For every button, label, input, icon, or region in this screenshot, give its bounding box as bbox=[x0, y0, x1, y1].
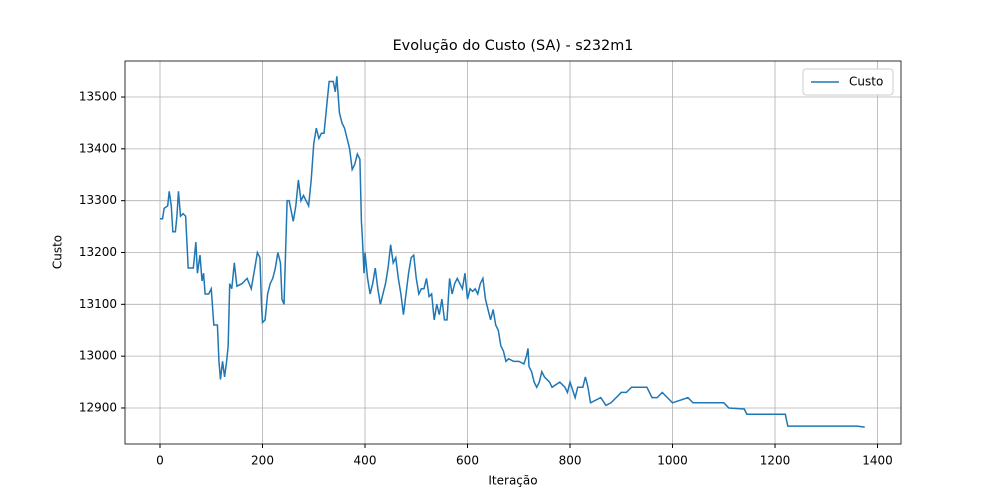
axes-frame bbox=[124, 60, 902, 445]
legend-label: Custo bbox=[849, 75, 883, 89]
y-tick-label: 13500 bbox=[79, 90, 117, 104]
x-tick-label: 1400 bbox=[862, 454, 893, 468]
y-tick-label: 13200 bbox=[79, 245, 117, 259]
x-tick-label: 1000 bbox=[657, 454, 688, 468]
y-tick-label: 13400 bbox=[79, 141, 117, 155]
y-tick-label: 12900 bbox=[79, 400, 117, 414]
x-tick-label: 400 bbox=[354, 454, 377, 468]
x-tick-label: 600 bbox=[456, 454, 479, 468]
data-line bbox=[160, 76, 865, 428]
y-tick-label: 13000 bbox=[79, 349, 117, 363]
y-axis-label: Custo bbox=[51, 235, 65, 269]
x-tick-label: 200 bbox=[251, 454, 274, 468]
x-axis-label: Iteração bbox=[488, 474, 537, 488]
x-tick-label: 1200 bbox=[760, 454, 791, 468]
legend-box bbox=[802, 68, 894, 96]
y-tick-label: 13300 bbox=[79, 193, 117, 207]
x-tick-label: 800 bbox=[559, 454, 582, 468]
chart-title: Evolução do Custo (SA) - s232m1 bbox=[393, 38, 634, 54]
x-tick-label: 0 bbox=[156, 454, 164, 468]
y-tick-label: 13100 bbox=[79, 297, 117, 311]
